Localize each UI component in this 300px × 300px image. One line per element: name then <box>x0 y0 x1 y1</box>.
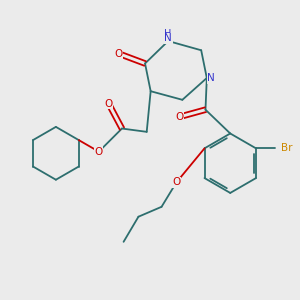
Text: O: O <box>175 112 183 122</box>
Text: Br: Br <box>281 143 293 153</box>
Text: O: O <box>95 147 103 157</box>
Text: O: O <box>172 177 181 188</box>
Text: O: O <box>105 99 113 109</box>
Text: O: O <box>115 49 123 58</box>
Text: N: N <box>207 73 215 83</box>
Text: N: N <box>164 33 172 43</box>
Text: H: H <box>164 28 172 39</box>
